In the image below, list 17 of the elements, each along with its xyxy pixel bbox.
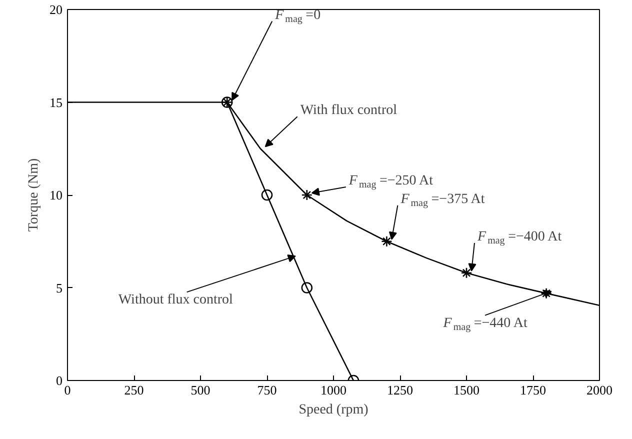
annotation: Without flux control <box>118 292 234 308</box>
y-tick-label: 20 <box>50 2 62 17</box>
x-tick-label: 750 <box>257 382 277 398</box>
x-tick-label: 2000 <box>586 382 612 398</box>
x-tick-label: 1250 <box>387 382 413 398</box>
x-tick-label: 500 <box>190 382 210 398</box>
y-tick-label: 10 <box>50 188 62 202</box>
annotation: With flux control <box>300 103 398 118</box>
x-tick-label: 250 <box>124 382 144 398</box>
y-axis-title: Torque (Nm) <box>26 158 42 232</box>
y-tick-label: 15 <box>50 94 62 110</box>
y-tick-label: 0 <box>56 373 62 388</box>
x-tick-label: 1500 <box>454 382 480 398</box>
y-tick-label: 5 <box>56 280 62 296</box>
x-axis-title: Speed (rpm) <box>298 402 369 418</box>
x-tick-label: 1750 <box>520 382 546 398</box>
x-tick-label: 1000 <box>320 382 346 398</box>
